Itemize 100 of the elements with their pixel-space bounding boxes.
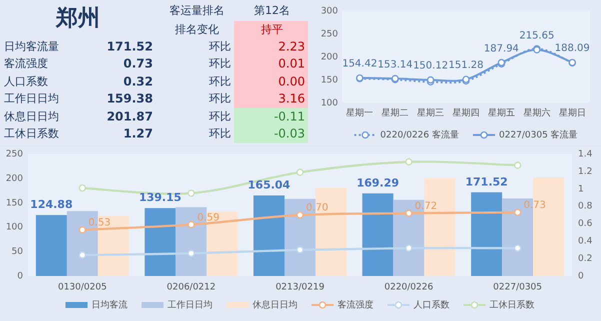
data-label: 187.94: [484, 43, 519, 54]
x-tick-label: 星期四: [452, 107, 480, 118]
bar: [144, 208, 176, 276]
point: [296, 246, 304, 254]
y2-tick-label: 0.8: [578, 202, 593, 212]
point: [188, 220, 195, 228]
data-label: 171.52: [465, 175, 508, 188]
text: 环比: [209, 92, 231, 106]
bar: [471, 192, 502, 276]
text: 郑州: [55, 6, 100, 32]
y2-tick-label: 0: [578, 271, 584, 282]
y2-tick-label: 0.2: [578, 254, 592, 264]
y-tick-label: 100: [320, 98, 338, 108]
text: -0.03: [274, 126, 305, 140]
x-tick-label: 0220/0226: [384, 282, 434, 292]
y2-tick-label: 0.6: [578, 219, 593, 230]
text: 环比: [209, 40, 231, 54]
y2-tick-label: 1.4: [578, 149, 593, 160]
x-tick-label: 0213/0219: [276, 282, 325, 292]
text: 环比: [209, 57, 231, 70]
text: 工休日系数: [4, 127, 59, 140]
point: [188, 250, 195, 257]
legend-label: 0227/0305 客流量: [499, 129, 578, 140]
x-tick-label: 0206/0212: [166, 282, 216, 292]
bar: [36, 215, 67, 276]
y-tick-label: 250: [6, 149, 24, 160]
text: 人口系数: [4, 75, 48, 88]
text: 客流强度: [4, 57, 48, 70]
y-tick-label: 300: [320, 6, 338, 16]
text: 201.87: [106, 109, 153, 124]
x-tick-label: 0130/0205: [58, 282, 107, 292]
y-tick-label: 150: [320, 75, 338, 86]
bar: [362, 193, 394, 276]
x-tick-label: 0227/0305: [493, 282, 542, 292]
text: 2.23: [278, 39, 305, 54]
data-label: 215.65: [519, 30, 554, 42]
data-label: 169.29: [356, 176, 400, 190]
data-label: 154.42: [342, 58, 378, 70]
text: 159.38: [106, 91, 153, 106]
text: 0.00: [278, 74, 305, 88]
point: [296, 168, 304, 176]
legend-label: 客流强度: [338, 299, 374, 310]
data-label: 165.04: [248, 178, 291, 192]
point: [514, 208, 522, 216]
y-tick-label: 250: [320, 29, 338, 40]
data-label: 153.14: [378, 59, 413, 70]
legend-label: 0220/0226 客流量: [380, 129, 459, 140]
text: 环比: [209, 75, 231, 88]
text: 客运量排名: [170, 4, 224, 18]
point: [188, 190, 195, 197]
legend-label: 人口系数: [414, 299, 450, 310]
data-label: 139.15: [138, 191, 182, 204]
y-tick-label: 200: [320, 52, 338, 62]
y-tick-label: 200: [6, 174, 24, 184]
x-tick-label: 星期三: [417, 107, 444, 118]
point: [514, 162, 522, 169]
y2-tick-label: 1.2: [578, 166, 592, 177]
point: [514, 244, 522, 252]
y-tick-label: 100: [6, 222, 24, 233]
point: [78, 184, 86, 192]
text: -0.11: [274, 109, 305, 124]
x-tick-label: 星期一: [346, 107, 374, 118]
x-tick-label: 星期五: [488, 107, 515, 118]
text: 环比: [209, 127, 231, 140]
text: 0.01: [278, 56, 305, 70]
point: [78, 251, 86, 259]
text: 0.32: [123, 74, 153, 88]
data-label: 188.09: [554, 43, 590, 54]
data-label: 150.12: [413, 60, 448, 72]
point: [405, 244, 412, 252]
text: 日均客流量: [4, 40, 59, 54]
text: 171.52: [106, 39, 153, 54]
y-tick-label: 50: [12, 247, 24, 258]
data-label: 151.28: [448, 60, 484, 72]
point: [78, 226, 86, 234]
text: 持平: [261, 23, 283, 36]
bar: [254, 195, 284, 276]
legend-label: 日均客流: [92, 299, 128, 310]
y-tick-label: 150: [6, 198, 24, 208]
text: 休息日日均: [4, 110, 59, 124]
point: [296, 211, 304, 219]
legend-label: 工作日日均: [168, 299, 212, 310]
x-tick-label: 星期二: [382, 107, 409, 118]
point: [405, 158, 412, 166]
text: 排名变化: [175, 23, 219, 36]
x-tick-label: 星期六: [523, 107, 550, 118]
y-tick-label: 0: [17, 271, 24, 282]
y2-tick-label: 1: [578, 184, 584, 194]
legend-label: 休息日日均: [252, 299, 298, 310]
text: 0.73: [123, 56, 153, 70]
text: 1.27: [123, 126, 153, 140]
y2-tick-label: 0.4: [578, 236, 593, 247]
legend-label: 工休日系数: [490, 299, 534, 310]
point: [405, 210, 412, 217]
text: 环比: [209, 110, 231, 124]
text: 第12名: [254, 4, 290, 18]
text: 工作日日均: [4, 92, 59, 106]
data-label: 124.88: [30, 198, 73, 212]
x-tick-label: 星期日: [558, 107, 586, 118]
text: 3.16: [278, 91, 305, 106]
